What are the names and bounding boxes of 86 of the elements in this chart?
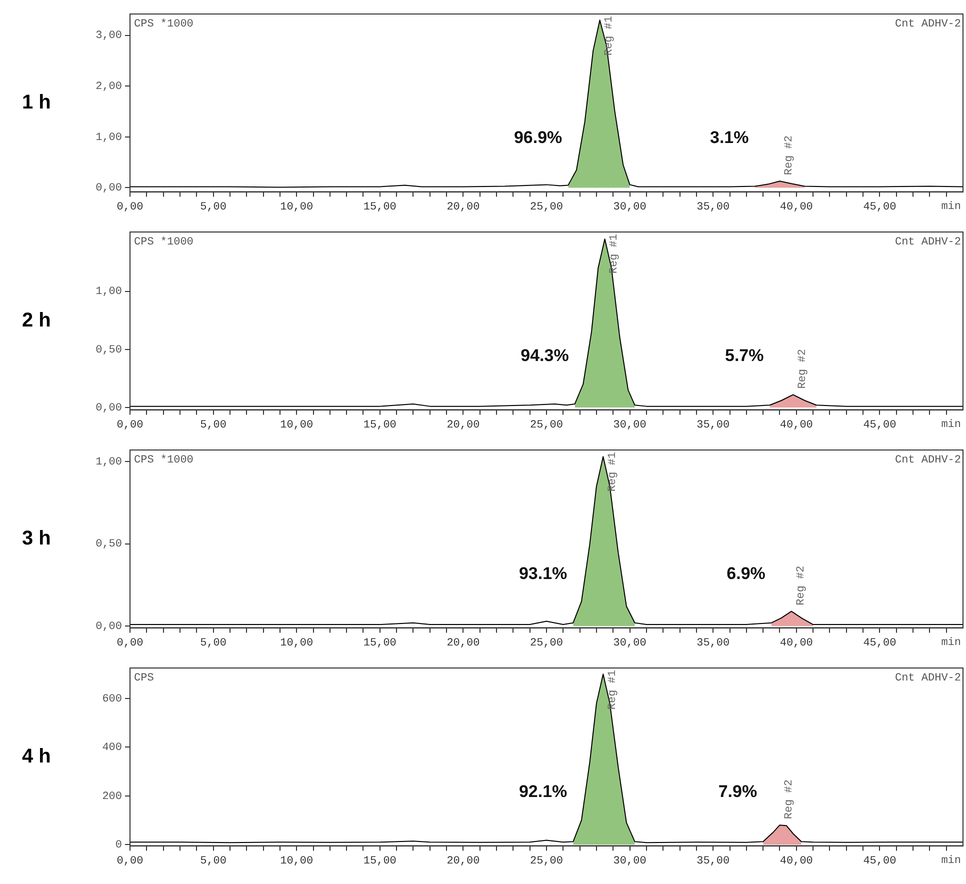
text: 1 h [22,91,51,114]
annotation: 5.7% [724,346,764,366]
x-tick-label: 0,00 [116,637,144,650]
x-tick-label: 5,00 [200,201,227,214]
annotation: 7.9% [718,782,758,802]
text: Reg #2 [795,566,808,606]
x-tick-label: 10,00 [280,637,314,650]
y-tick-label: 600 [102,693,122,706]
x-axis-title: min [941,637,961,650]
x-tick-label: 35,00 [696,201,730,214]
annotation: 6.9% [726,564,766,584]
text: Reg #2 [784,779,796,820]
y-tick-label: 2,00 [96,81,122,94]
annotation: Cnt ADHV-2 [894,672,961,684]
x-tick-label: 45,00 [863,201,896,214]
x-tick-label: 40,00 [780,855,813,868]
x-tick-label: 0,00 [116,419,144,432]
y-tick-label: 0,50 [96,344,122,356]
y-tick-label: 400 [102,742,122,754]
y-tick-label: 1,00 [96,286,122,298]
x-tick-label: 5,00 [200,419,227,432]
x-tick-label: 25,00 [530,201,564,214]
annotation: Cnt ADHV-2 [894,236,961,248]
text: Reg #2 [784,136,796,176]
y-tick-label: 1,00 [96,132,122,144]
text: 4 h [22,745,51,768]
x-tick-label: 40,00 [780,419,813,432]
annotation: Cnt ADHV-2 [894,454,961,466]
text: Reg #1 [604,16,616,56]
x-tick-label: 10,00 [280,419,314,432]
x-tick-label: 30,00 [613,419,646,432]
text: Reg #2 [796,349,809,389]
x-tick-label: 20,00 [446,637,480,650]
x-tick-label: 0,00 [116,855,144,868]
y-tick-label: 0,00 [96,402,122,414]
x-tick-label: 30,00 [613,637,646,650]
annotation: 3.1% [710,128,749,148]
x-tick-label: 45,00 [863,855,896,868]
x-tick-label: 0,00 [116,201,144,214]
y-axis-title: CPS [134,672,154,684]
y-tick-label: 0,00 [96,182,122,195]
annotation: 93.1% [518,564,568,584]
x-tick-label: 30,00 [613,201,646,214]
x-tick-label: 40,00 [780,637,813,650]
x-tick-label: 25,00 [530,637,564,650]
y-tick-label: 0 [115,839,122,852]
x-axis-title: min [941,201,961,214]
y-tick-label: 1,00 [96,456,122,468]
x-tick-label: 35,00 [696,419,730,432]
y-tick-label: 0,00 [96,621,122,634]
annotation: 92.1% [518,782,568,802]
x-tick-label: 40,00 [780,201,813,214]
x-tick-label: 30,00 [613,855,646,868]
x-tick-label: 25,00 [530,855,564,868]
x-tick-label: 5,00 [200,637,227,650]
x-tick-label: 20,00 [446,201,480,214]
x-axis-title: min [941,855,961,868]
x-tick-label: 15,00 [363,637,396,650]
y-axis-title: CPS *1000 [134,18,194,30]
text: 3 h [22,527,51,550]
x-axis-title: min [941,419,961,432]
x-tick-label: 5,00 [200,855,227,868]
x-tick-label: 15,00 [363,855,396,868]
x-tick-label: 20,00 [446,419,480,432]
text: Reg #1 [607,452,620,492]
x-tick-label: 25,00 [530,419,564,432]
x-tick-label: 15,00 [363,201,396,214]
text: Reg #1 [608,234,621,274]
y-tick-label: 3,00 [96,30,122,42]
x-tick-label: 45,00 [863,419,896,432]
x-tick-label: 15,00 [363,419,396,432]
text: 2 h [22,309,51,332]
annotation: Cnt ADHV-2 [894,18,961,30]
x-tick-label: 35,00 [696,855,730,868]
x-tick-label: 20,00 [446,855,480,868]
x-tick-label: 10,00 [280,855,314,868]
x-tick-label: 45,00 [863,637,896,650]
text: Reg #1 [607,670,620,710]
y-axis-title: CPS *1000 [134,236,194,248]
y-tick-label: 0,50 [96,538,122,551]
annotation: 94.3% [520,346,569,366]
annotation: 96.9% [514,128,562,148]
y-axis-title: CPS *1000 [134,454,194,466]
y-tick-label: 200 [102,790,122,803]
x-tick-label: 10,00 [280,201,314,214]
x-tick-label: 35,00 [696,637,730,650]
